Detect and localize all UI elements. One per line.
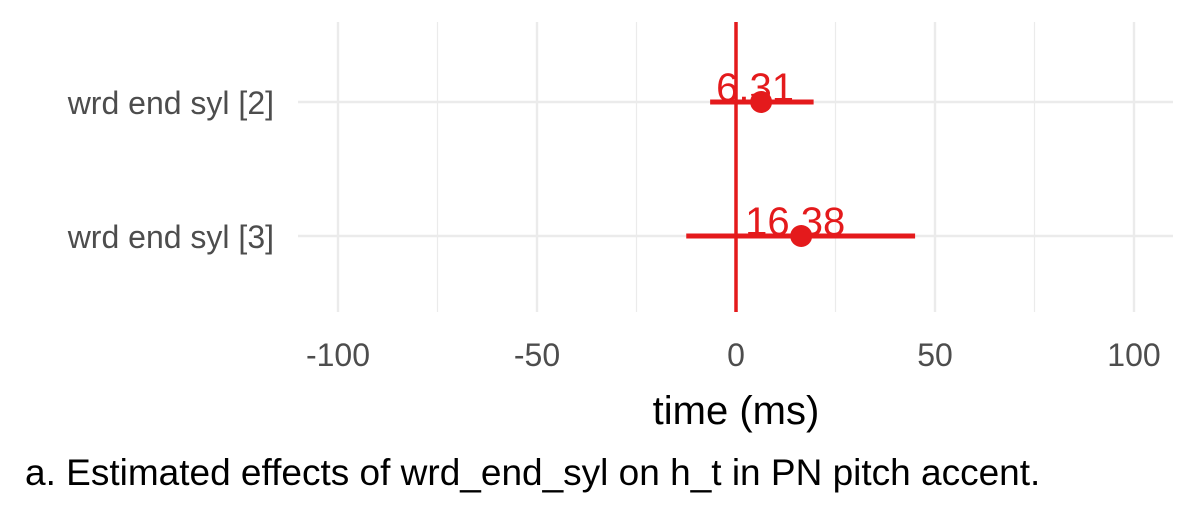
minor-gridlines xyxy=(436,22,1036,312)
x-tick-label: -50 xyxy=(514,337,560,373)
x-axis-labels: -100 -50 0 50 100 xyxy=(306,337,1161,373)
x-tick-label: -100 xyxy=(306,337,370,373)
estimate-point xyxy=(750,91,773,113)
y-axis-labels: wrd end syl [2] wrd end syl [3] xyxy=(67,85,274,255)
estimate-marks: 6.31 16.38 xyxy=(686,66,916,247)
estimate-value-label: 16.38 xyxy=(745,200,845,244)
estimate-value-label: 6.31 xyxy=(716,66,794,110)
x-tick-label: 50 xyxy=(917,337,953,373)
forest-plot: wrd end syl [2] wrd end syl [3] -100 -50 0 5… xyxy=(67,22,1173,433)
y-tick-label: wrd end syl [2] xyxy=(67,85,274,121)
x-tick-label: 100 xyxy=(1107,337,1160,373)
x-axis-title: time (ms) xyxy=(653,389,820,433)
x-tick-label: 0 xyxy=(727,337,745,373)
estimate-point xyxy=(790,225,813,247)
y-tick-label: wrd end syl [3] xyxy=(67,219,274,255)
figure-caption: a. Estimated effects of wrd_end_syl on h… xyxy=(25,452,1041,493)
